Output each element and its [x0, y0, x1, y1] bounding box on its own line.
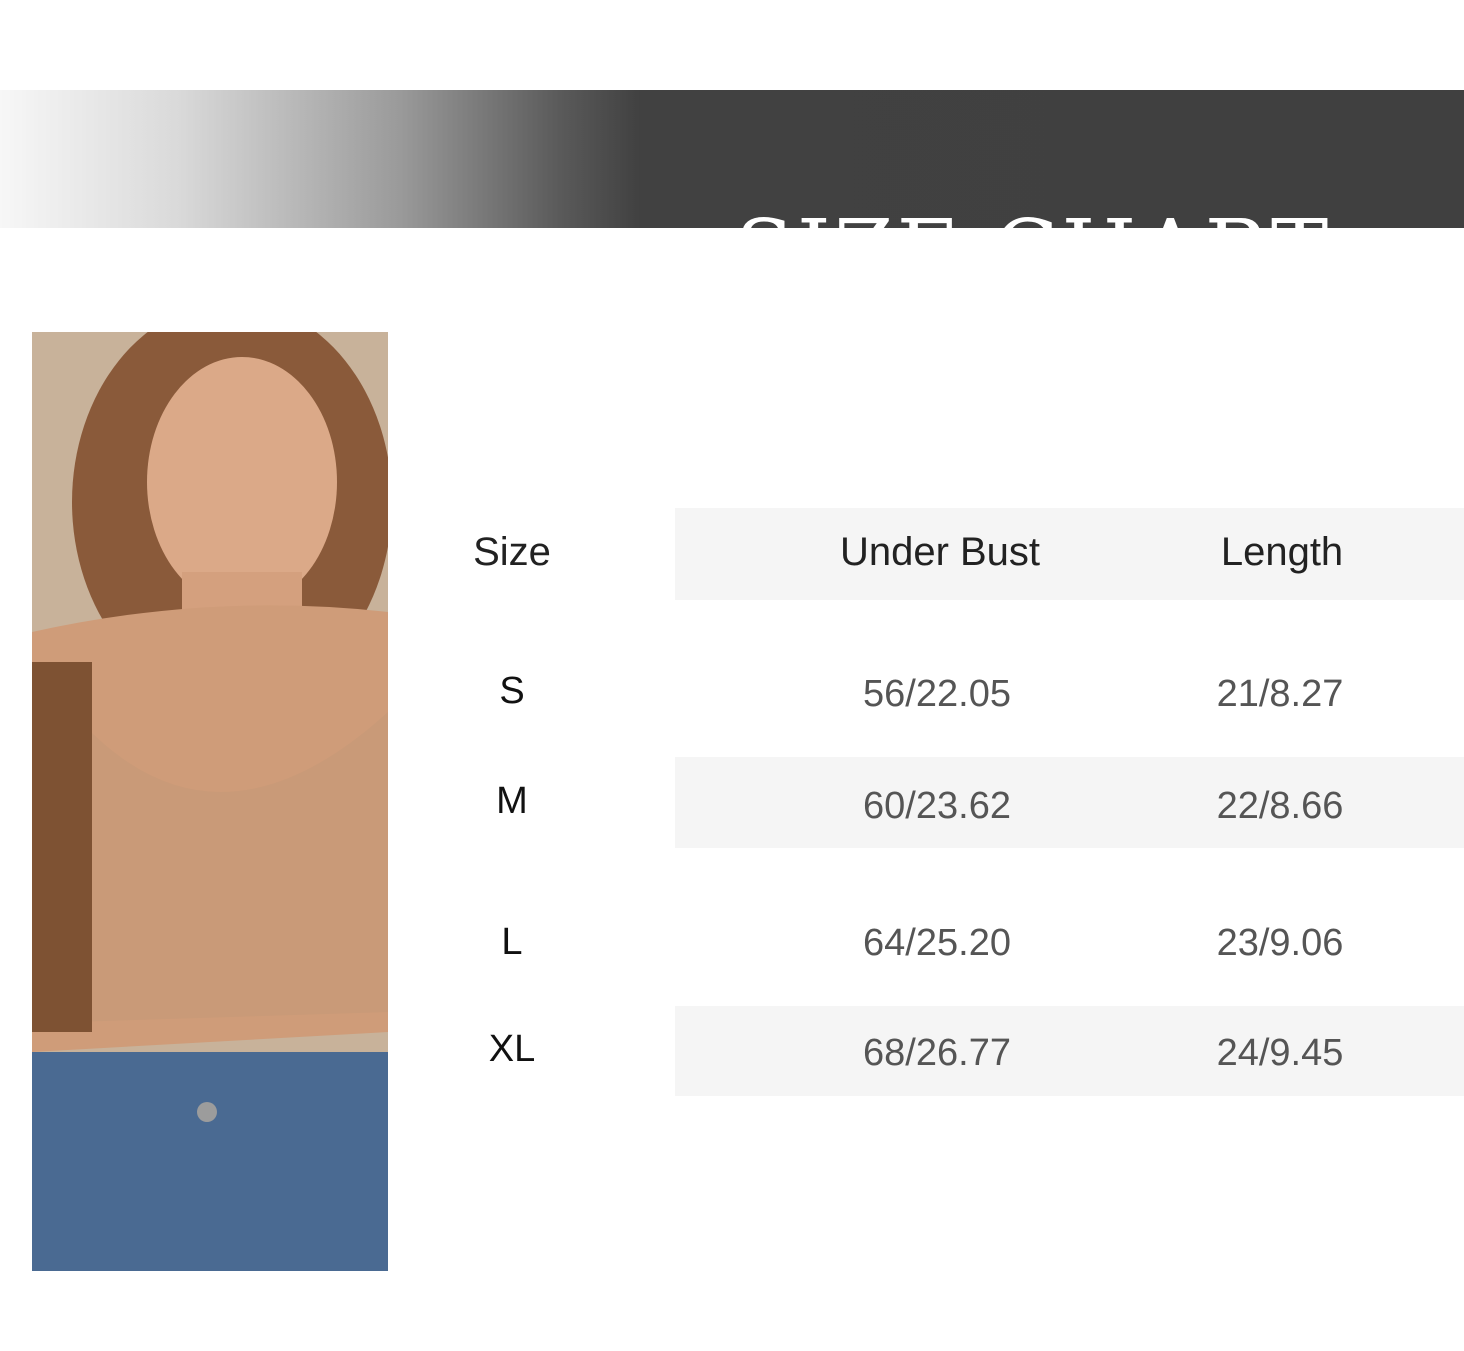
row-band-m	[675, 757, 1464, 848]
size-cell: XL	[488, 1028, 536, 1070]
size-cell: S	[499, 670, 525, 712]
column-header-length: Length	[1220, 530, 1344, 574]
column-header-size: Size	[473, 530, 551, 574]
header-row-band	[675, 508, 1464, 600]
length-cell: 24/9.45	[1216, 1032, 1344, 1074]
row-band-xl	[675, 1006, 1464, 1096]
under-bust-cell: 60/23.62	[863, 785, 1011, 827]
under-bust-cell: 68/26.77	[863, 1032, 1011, 1074]
length-cell: 21/8.27	[1216, 673, 1344, 715]
length-cell: 22/8.66	[1216, 785, 1344, 827]
size-cell: M	[496, 780, 528, 822]
under-bust-cell: 64/25.20	[863, 922, 1011, 964]
size-cell: L	[501, 921, 523, 963]
length-cell: 23/9.06	[1216, 922, 1344, 964]
under-bust-cell: 56/22.05	[863, 673, 1011, 715]
title-banner: SIZE CHART•	[0, 90, 1464, 302]
column-header-under-bust: Under Bust	[839, 530, 1041, 574]
model-photo-illustration	[32, 332, 388, 1271]
model-photo	[32, 332, 388, 1271]
page-title: SIZE CHART•	[735, 202, 1385, 302]
